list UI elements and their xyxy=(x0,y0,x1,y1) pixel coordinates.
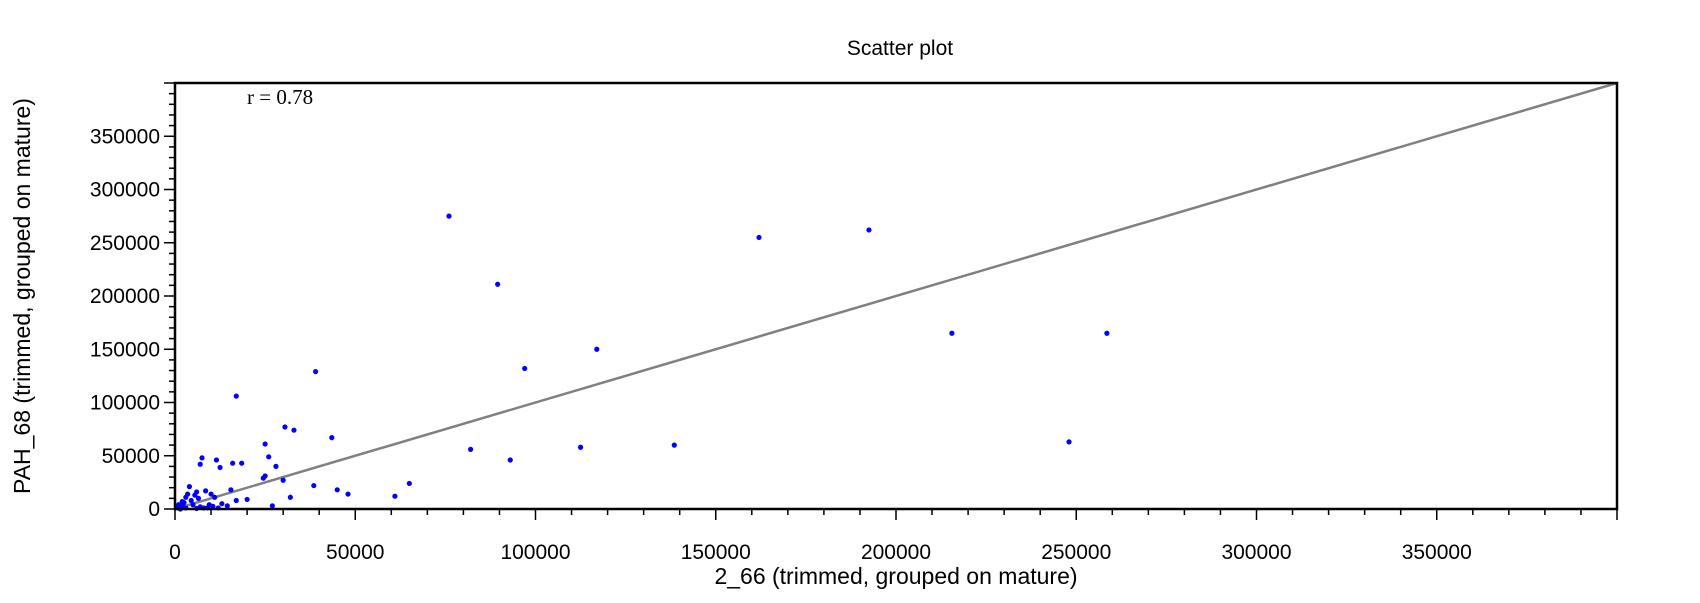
data-point xyxy=(594,346,600,352)
reference-line-layer xyxy=(174,81,1618,511)
data-point xyxy=(199,455,205,461)
data-point xyxy=(329,435,335,441)
data-point xyxy=(282,424,288,430)
data-point xyxy=(179,498,185,505)
data-point xyxy=(212,494,218,500)
data-point xyxy=(210,503,216,509)
data-point xyxy=(217,464,223,471)
y-axis-label: PAH_68 (trimmed, grouped on mature) xyxy=(9,98,35,494)
data-point xyxy=(392,493,398,499)
data-point xyxy=(224,503,230,509)
data-point xyxy=(345,491,351,497)
data-point xyxy=(671,442,677,448)
y-tick-label: 50000 xyxy=(102,445,160,468)
data-point xyxy=(219,501,225,507)
data-point xyxy=(522,365,528,372)
chart-title: Scatter plot xyxy=(847,37,953,60)
y-tick-label: 250000 xyxy=(90,232,160,255)
data-point xyxy=(334,487,340,493)
data-point xyxy=(949,330,955,336)
data-point xyxy=(213,457,220,463)
data-point xyxy=(260,475,266,481)
data-point xyxy=(577,444,584,450)
x-tick-label: 50000 xyxy=(326,541,384,564)
data-point xyxy=(190,502,196,508)
x-tick-label: 250000 xyxy=(1041,541,1111,564)
x-tick-label: 150000 xyxy=(681,541,751,564)
data-point xyxy=(1066,439,1072,445)
data-point xyxy=(233,393,239,399)
x-tick-label: 300000 xyxy=(1221,541,1291,564)
y-tick-label: 300000 xyxy=(90,179,160,202)
identity-line xyxy=(174,81,1618,511)
data-point xyxy=(262,441,268,447)
data-point xyxy=(312,369,319,375)
data-point xyxy=(266,454,272,460)
axes-layer: 0 50000 100000 150000 200000 250000 300000 3500… xyxy=(90,82,1618,564)
x-tick-label: 200000 xyxy=(861,541,931,564)
data-point xyxy=(233,497,239,504)
correlation-annotation: r = 0.78 xyxy=(247,85,313,109)
data-point xyxy=(230,460,236,466)
data-point xyxy=(176,502,182,508)
data-point xyxy=(311,482,317,489)
data-point xyxy=(197,461,203,467)
data-point xyxy=(208,491,214,497)
data-point xyxy=(188,497,194,504)
x-tick-label: 350000 xyxy=(1402,541,1472,564)
data-point xyxy=(446,213,452,219)
data-point xyxy=(507,457,513,463)
x-axis-label: 2_66 (trimmed, grouped on mature) xyxy=(714,563,1077,589)
y-tick-label: 100000 xyxy=(90,392,160,415)
data-point xyxy=(195,495,202,501)
y-tick-label: 200000 xyxy=(90,285,160,308)
data-point xyxy=(1104,330,1110,336)
data-point xyxy=(280,477,286,483)
data-point xyxy=(866,227,872,233)
data-point xyxy=(239,460,245,466)
data-point xyxy=(186,484,193,490)
data-point xyxy=(269,503,275,509)
x-tick-label: 0 xyxy=(169,541,181,564)
y-tick-label: 350000 xyxy=(90,125,160,148)
x-tick-label: 100000 xyxy=(500,541,570,564)
data-point xyxy=(192,492,198,498)
data-point xyxy=(183,494,189,500)
data-point xyxy=(203,488,209,494)
y-tick-label: 150000 xyxy=(90,338,160,361)
data-point xyxy=(244,496,250,503)
data-point xyxy=(495,281,501,287)
data-point xyxy=(756,234,762,241)
data-point xyxy=(406,480,412,487)
y-tick-label: 0 xyxy=(148,498,160,521)
data-point xyxy=(287,494,293,500)
data-point xyxy=(228,487,234,493)
data-point xyxy=(273,463,279,469)
data-point xyxy=(468,446,474,452)
data-point xyxy=(291,427,297,433)
